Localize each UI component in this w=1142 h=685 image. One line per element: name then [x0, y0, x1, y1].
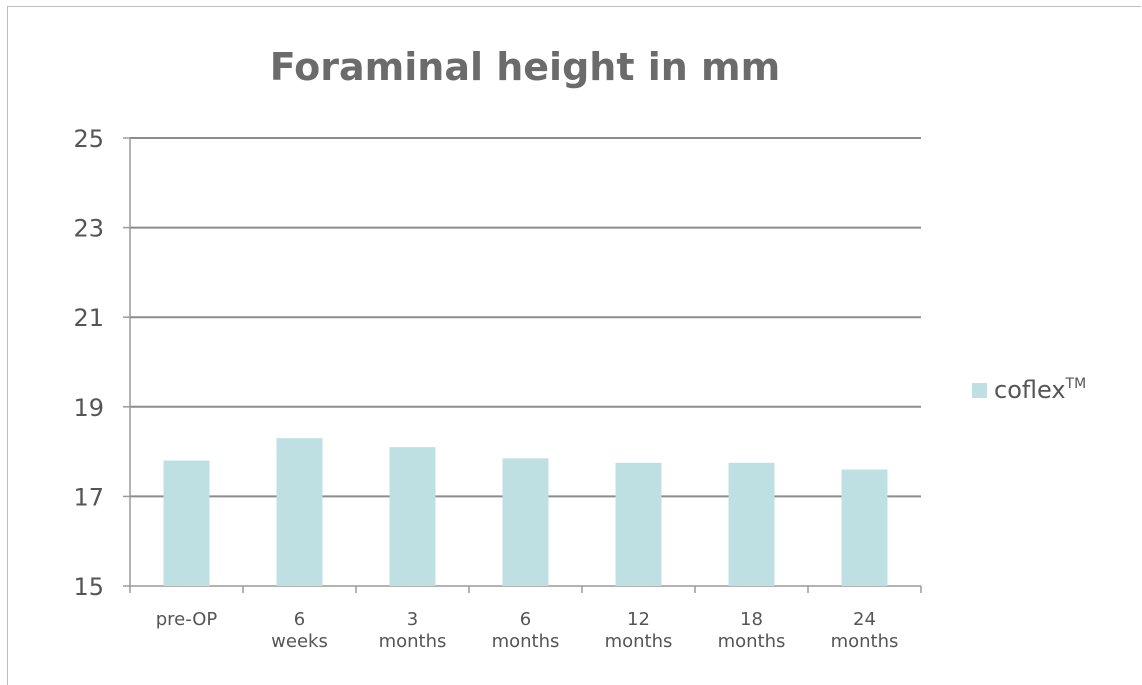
bar	[502, 458, 549, 586]
x-tick-label: pre-OP	[156, 609, 218, 630]
x-tick-label: 18 months	[718, 609, 786, 652]
x-tick-label-line: 6	[520, 609, 531, 630]
x-tick-label-line: 3	[407, 609, 418, 630]
x-tick-label: 6 weeks	[271, 609, 328, 652]
y-tick-label: 23	[73, 215, 104, 243]
x-axis	[129, 585, 922, 593]
x-tick-label-line: months	[718, 631, 786, 652]
y-tick-label: 17	[73, 483, 104, 511]
bar	[163, 460, 210, 586]
bar	[841, 469, 888, 586]
bar	[615, 462, 662, 586]
x-tick-label-line: 12	[627, 609, 650, 630]
y-tick-label: 19	[73, 394, 104, 422]
legend-series-name: coflex	[994, 376, 1066, 404]
chart-title: Foraminal height in mm	[269, 45, 781, 89]
x-tick-label-line: months	[605, 631, 673, 652]
x-tick-label: 12 months	[605, 609, 673, 652]
x-tick-label-line: months	[492, 631, 560, 652]
grid-lines	[130, 137, 921, 498]
x-tick-label-line: 24	[853, 609, 876, 630]
bar	[389, 447, 436, 586]
y-tick-label: 21	[73, 304, 104, 332]
x-tick-label-line: weeks	[271, 631, 328, 652]
x-tick-label: 6 months	[492, 609, 560, 652]
legend-label: coflexTM	[994, 376, 1086, 404]
x-tick-label-line: 18	[740, 609, 763, 630]
y-tick-label: 25	[73, 125, 104, 153]
chart-frame	[7, 6, 1141, 685]
x-tick-label: 3 months	[379, 609, 447, 652]
legend: coflexTM	[972, 373, 1086, 407]
x-tick-label-line: pre-OP	[156, 609, 218, 630]
legend-swatch	[972, 382, 987, 398]
y-axis	[123, 137, 131, 587]
legend-trademark: TM	[1065, 376, 1087, 392]
x-tick-label-line: 6	[294, 609, 305, 630]
x-tick-label: 24 months	[831, 609, 899, 652]
x-tick-label-line: months	[831, 631, 899, 652]
bars	[163, 438, 888, 586]
bar	[276, 438, 323, 586]
y-tick-labels: 25 23 21 19 17 15	[73, 125, 104, 601]
y-tick-label: 15	[73, 573, 104, 601]
bar	[728, 462, 775, 586]
x-tick-label-line: months	[379, 631, 447, 652]
